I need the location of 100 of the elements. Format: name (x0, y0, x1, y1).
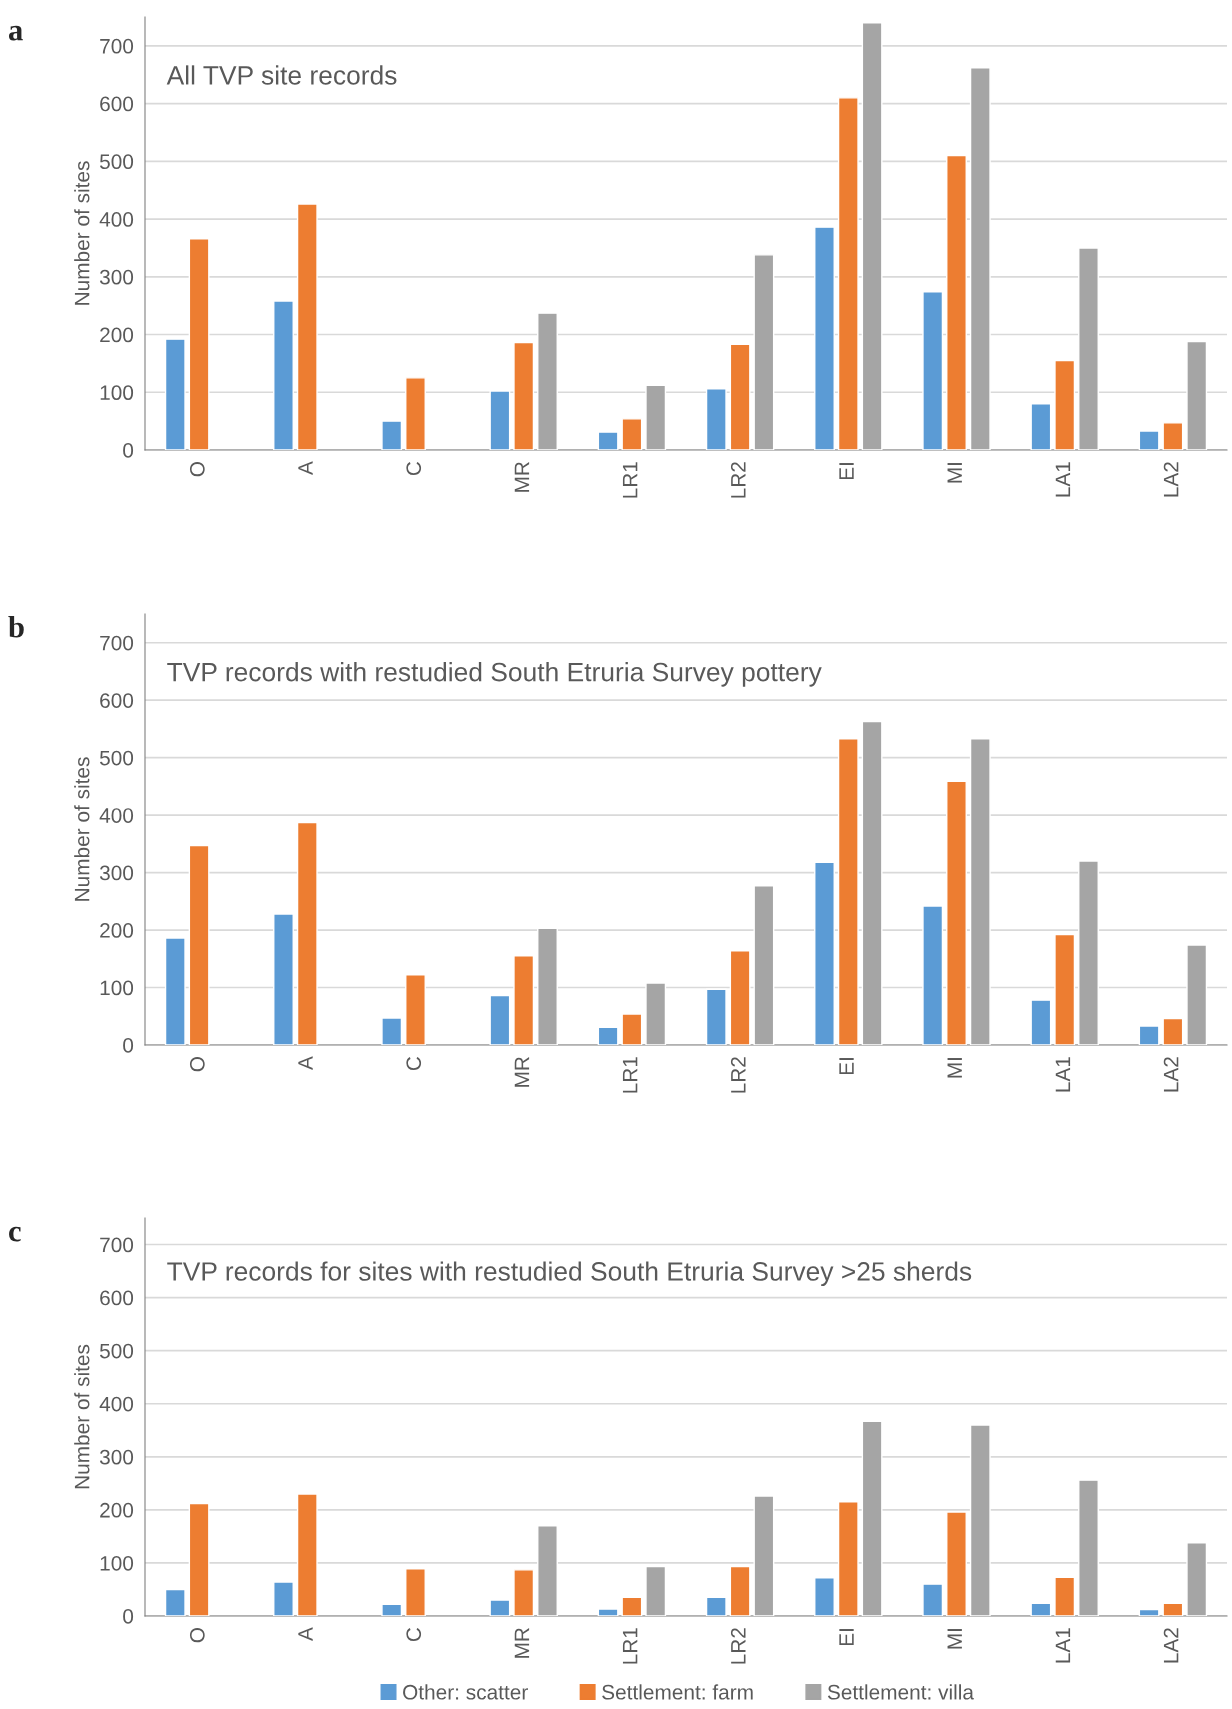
x-tick-label: MR (514, 462, 530, 492)
bar (969, 1424, 991, 1616)
bar (1138, 1608, 1160, 1616)
bar (537, 1525, 558, 1616)
text: a (8, 25, 23, 41)
bar (753, 1495, 775, 1616)
bar (188, 238, 210, 450)
bar (705, 988, 727, 1045)
y-tick-label: 200 (100, 327, 134, 343)
bar (1138, 1025, 1160, 1045)
y-tick-label: 300 (99, 865, 134, 881)
x-tick-label: MI (947, 463, 962, 483)
x-tick-label: EI (839, 463, 854, 480)
y-axis-title: Number of sites (74, 1344, 90, 1489)
x-tick-label: A (298, 1056, 313, 1070)
legend-label: Other: scatter (403, 1684, 528, 1700)
bar (405, 377, 426, 450)
y-tick-label: 100 (100, 1555, 134, 1571)
text: All TVP site records (166, 65, 397, 85)
bar (922, 905, 944, 1045)
y-tick-label: 500 (99, 154, 134, 170)
bar (645, 1565, 667, 1616)
text: TVP records with restudied South Etruria Survey pottery (167, 662, 822, 687)
x-tick-label: LR2 (730, 462, 746, 498)
y-tick-label: 200 (100, 1502, 134, 1518)
y-tick-label: 100 (100, 980, 134, 996)
x-tick-label: EI (839, 1629, 854, 1646)
bar (946, 1511, 967, 1616)
bar (1030, 403, 1052, 450)
x-tick-label: LA1 (1055, 1628, 1071, 1663)
bar (1054, 1576, 1076, 1616)
bar (1054, 359, 1076, 450)
bar (1078, 247, 1099, 450)
bar (513, 341, 535, 450)
x-tick-label: LR1 (622, 1057, 638, 1093)
x-tick-label: LA2 (1163, 1057, 1179, 1092)
bar (837, 1501, 859, 1616)
x-tick-label: O (189, 1057, 205, 1072)
bar (489, 390, 511, 450)
bar (922, 1583, 944, 1616)
bar (405, 1568, 426, 1616)
bar (729, 343, 751, 450)
text: TVP records for sites with restudied South Etruria Survey >25 sherds (167, 1261, 972, 1287)
bar (513, 1569, 535, 1616)
bar (705, 1596, 727, 1616)
x-tick-label: MI (947, 1629, 962, 1649)
bar (489, 1599, 511, 1616)
bar (273, 300, 294, 450)
y-tick-label: 500 (99, 750, 134, 766)
bar (164, 338, 186, 450)
text: b (8, 616, 24, 638)
bar (489, 994, 511, 1045)
bar (969, 67, 991, 450)
y-tick-label: 400 (99, 1396, 134, 1412)
bar (645, 384, 667, 450)
bar (729, 950, 751, 1045)
bar (861, 1420, 883, 1616)
x-tick-label: LR1 (622, 462, 638, 498)
bar (814, 1577, 835, 1616)
y-tick-label: 0 (123, 443, 134, 458)
bar (296, 1493, 318, 1616)
y-tick-label: 200 (100, 923, 134, 938)
x-tick-label: A (298, 1627, 313, 1641)
bar (296, 203, 318, 450)
y-tick-label: 0 (123, 1038, 134, 1053)
bar (837, 97, 859, 450)
y-tick-label: 400 (99, 212, 134, 227)
bar (381, 1017, 403, 1045)
bar (1030, 999, 1052, 1045)
x-tick-label: LR1 (622, 1628, 638, 1664)
bar (273, 913, 294, 1045)
bar (381, 420, 403, 450)
bar (1186, 1542, 1208, 1616)
x-tick-label: MI (947, 1058, 962, 1078)
bar (597, 431, 619, 450)
bar (922, 291, 944, 450)
bar (1162, 1017, 1184, 1045)
bar (164, 1588, 186, 1616)
bar (188, 1502, 210, 1616)
bar (621, 1013, 643, 1045)
bar (296, 821, 318, 1045)
x-tick-label: C (406, 1056, 422, 1071)
bar (537, 927, 558, 1045)
bar (1138, 430, 1160, 450)
x-tick-label: C (406, 461, 422, 476)
bar (1186, 944, 1208, 1045)
y-tick-label: 0 (123, 1609, 134, 1624)
x-tick-label: LA1 (1055, 1057, 1071, 1092)
x-tick-label: LA1 (1055, 462, 1071, 497)
x-tick-label: LR2 (730, 1628, 746, 1664)
bar (513, 955, 535, 1045)
y-tick-label: 300 (99, 269, 134, 285)
x-tick-label: LA2 (1163, 462, 1179, 497)
x-tick-label: LR2 (730, 1057, 746, 1093)
bar (705, 388, 727, 450)
bar (597, 1026, 619, 1045)
bar (1078, 860, 1099, 1045)
bar (621, 1596, 643, 1616)
bar (946, 154, 967, 450)
bar (381, 1603, 403, 1616)
